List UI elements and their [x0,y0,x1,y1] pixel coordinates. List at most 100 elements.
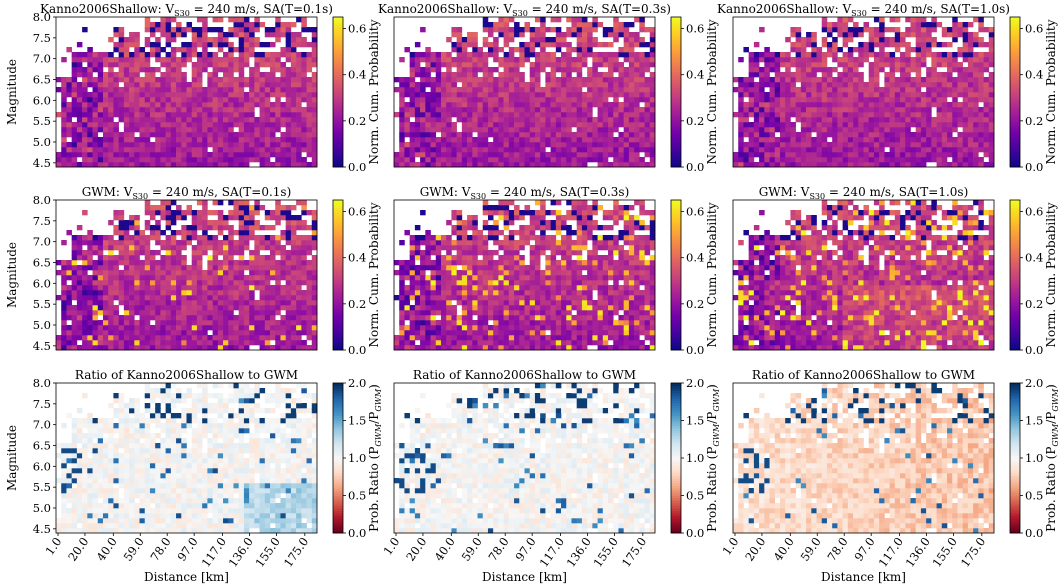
heatmap-cell [202,102,208,108]
heatmap-cell [915,47,922,53]
colorbar-swatch [333,42,343,45]
heatmap-cell [493,137,499,143]
heatmap-cell [165,162,172,168]
heatmap-cell [212,77,219,83]
heatmap-cell [259,330,266,336]
heatmap-cell [275,310,281,316]
heatmap-cell [868,72,875,78]
heatmap-cell [811,162,817,168]
heatmap-cell [123,275,130,281]
heatmap-cell [816,122,823,128]
heatmap-cell [446,97,452,103]
heatmap-cell [280,330,286,336]
heatmap-cell [290,72,297,78]
heatmap-cell [311,107,318,113]
heatmap-cell [832,97,838,103]
heatmap-cell [170,235,177,241]
heatmap-cell [212,270,219,276]
heatmap-cell [113,320,119,326]
heatmap-cell [82,255,88,261]
heatmap-cell [134,325,140,331]
y-tick-label: 6.0 [33,93,51,107]
heatmap-cell [144,67,151,73]
heatmap-cell [196,255,203,261]
heatmap-cell [149,335,156,341]
heatmap-cell [285,32,292,38]
heatmap-cell [800,92,807,98]
heatmap-cell [581,17,588,23]
heatmap-cell [759,142,765,148]
heatmap-cell [435,97,442,103]
heatmap-cell [311,127,318,133]
colorbar-swatch [671,137,681,140]
heatmap-cell [853,102,859,108]
heatmap-cell [534,157,541,163]
heatmap-cell [414,142,421,148]
colorbar-swatch [333,37,343,40]
heatmap-cell [181,127,187,133]
heatmap-cell [623,137,630,143]
heatmap-cell [529,117,536,123]
heatmap-cell [498,92,504,98]
heatmap-cell [592,82,598,88]
heatmap-cell [785,112,791,118]
heatmap-cell [879,137,885,143]
heatmap-cell [233,245,239,251]
heatmap-cell [181,240,187,246]
heatmap-cell [306,112,313,118]
heatmap-cell [228,340,234,346]
colorbar-swatch [671,102,681,105]
heatmap-cell [144,235,151,241]
heatmap-cell [915,17,922,23]
heatmap-cell [884,72,890,78]
heatmap-cell [795,37,802,43]
heatmap-cell [129,310,135,316]
heatmap-cell [296,62,302,68]
heatmap-cell [795,157,802,163]
heatmap-cell [884,97,890,103]
heatmap-cell [581,52,588,58]
heatmap-cell [61,295,67,301]
heatmap-cell [973,87,979,93]
heatmap-cell [978,52,984,58]
heatmap-cell [587,72,593,78]
heatmap-cell [296,295,302,301]
heatmap-cell [202,97,208,103]
heatmap-cell [181,157,187,163]
heatmap-cell [889,82,896,88]
heatmap-cell [785,127,791,133]
heatmap-cell [941,162,948,168]
heatmap-cell [973,162,979,168]
heatmap-cell [962,57,969,63]
heatmap-cell [139,127,146,133]
heatmap-cell [440,162,447,168]
heatmap-cell [482,72,489,78]
heatmap-cell [628,117,635,123]
heatmap-cell [477,132,484,138]
heatmap-cell [628,92,635,98]
heatmap-cell [155,82,161,88]
heatmap-cell [259,270,266,276]
heatmap-cell [430,92,437,98]
heatmap-cell [129,157,135,163]
heatmap-cell [508,17,515,23]
heatmap-cell [947,62,953,68]
heatmap-cell [176,320,182,326]
heatmap-cell [399,57,405,63]
heatmap-cell [280,137,286,143]
heatmap-cell [555,142,562,148]
heatmap-cell [785,157,791,163]
heatmap-cell [290,92,297,98]
heatmap-cell [243,295,250,301]
heatmap-cell [446,157,452,163]
heatmap-cell [639,147,645,153]
heatmap-cell [144,127,151,133]
heatmap-cell [884,142,890,148]
heatmap-cell [123,47,130,53]
heatmap-cell [254,87,260,93]
heatmap-cell [592,97,598,103]
heatmap-cell [165,245,172,251]
heatmap-cell [634,72,640,78]
heatmap-cell [769,102,776,108]
heatmap-cell [202,147,208,153]
